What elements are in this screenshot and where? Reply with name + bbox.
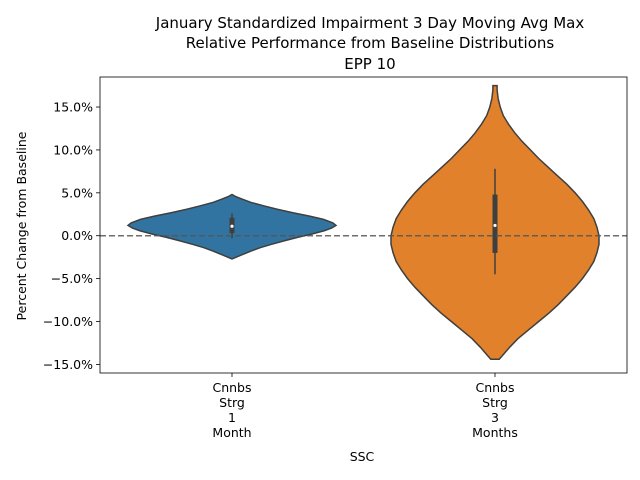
y-axis-label: Percent Change from Baseline xyxy=(14,131,29,320)
violin-iqr-box xyxy=(492,194,498,253)
x-tick-label: Month xyxy=(212,425,251,440)
chart-title: January Standardized Impairment 3 Day Mo… xyxy=(155,14,585,73)
violin-median-point xyxy=(230,224,234,228)
x-tick-label: Cnnbs xyxy=(475,380,514,395)
x-tick-label: Strg xyxy=(482,395,508,410)
y-tick-label: 15.0% xyxy=(53,100,93,115)
x-tick-label: 1 xyxy=(228,410,236,425)
x-axis-label: SSC xyxy=(350,449,375,464)
y-tick-label: −10.0% xyxy=(43,314,93,329)
x-tick-label: Cnnbs xyxy=(212,380,251,395)
x-tick-label: 3 xyxy=(491,410,499,425)
plot-frame xyxy=(99,76,628,374)
chart-title-line-2: Relative Performance from Baseline Distr… xyxy=(186,34,555,52)
chart-title-line-1: January Standardized Impairment 3 Day Mo… xyxy=(155,14,585,32)
y-tick-label: 10.0% xyxy=(53,142,93,157)
x-tick-label: Strg xyxy=(219,395,245,410)
x-tick-label: Months xyxy=(472,425,518,440)
y-tick-label: 0.0% xyxy=(61,228,93,243)
plot-area xyxy=(99,76,628,374)
y-axis-ticks: −15.0% −10.0% −5.0% 0.0% 5.0% 10.0% 15.0% xyxy=(43,100,100,372)
y-tick-label: −5.0% xyxy=(51,271,93,286)
violin-median-point xyxy=(493,223,497,228)
y-tick-label: 5.0% xyxy=(61,185,93,200)
chart-title-line-3: EPP 10 xyxy=(344,55,395,73)
y-tick-label: −15.0% xyxy=(43,357,93,372)
